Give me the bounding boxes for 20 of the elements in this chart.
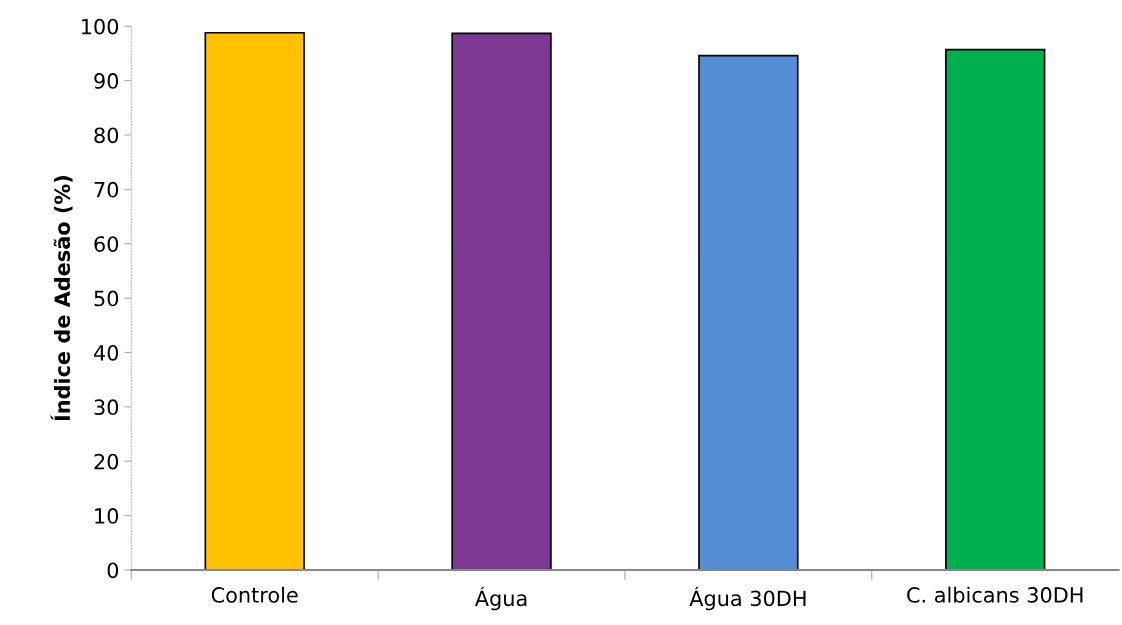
y-tick-label: 0 bbox=[107, 562, 119, 579]
y-tick-label: 20 bbox=[94, 453, 119, 470]
y-tick-label: 40 bbox=[93, 344, 119, 361]
bar bbox=[451, 32, 552, 570]
y-tick-label: 70 bbox=[94, 181, 119, 198]
x-tick-label: Controle bbox=[211, 586, 298, 603]
y-tick-label: 100 bbox=[81, 18, 119, 35]
x-tick-label: C. albicans 30DH bbox=[907, 586, 1083, 603]
y-axis-title: Índice de Adesão (%) bbox=[50, 176, 73, 421]
bar bbox=[945, 48, 1046, 570]
x-tick-label: Água bbox=[474, 586, 527, 611]
y-tick-label: 60 bbox=[94, 236, 119, 252]
x-tick-label: Água 30DH bbox=[689, 586, 806, 611]
y-tick-label: 90 bbox=[94, 73, 119, 89]
y-tick-label: 10 bbox=[95, 508, 119, 524]
y-tick-label: 80 bbox=[94, 127, 119, 144]
y-tick-label: 30 bbox=[94, 399, 119, 416]
bar bbox=[204, 31, 305, 570]
y-tick-label: 50 bbox=[94, 290, 119, 307]
bar bbox=[698, 54, 799, 570]
